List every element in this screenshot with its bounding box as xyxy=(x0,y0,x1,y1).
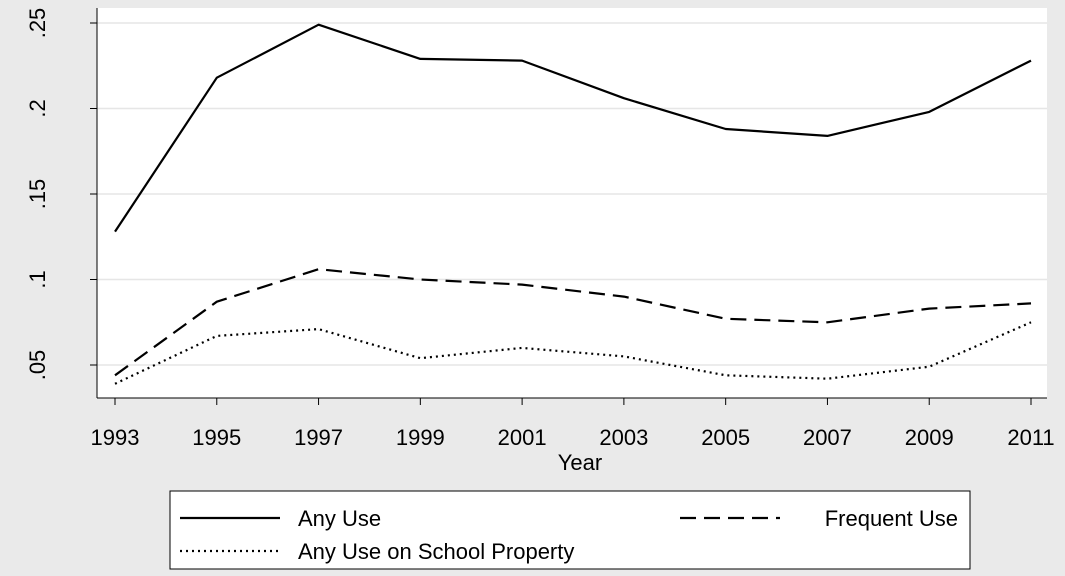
x-tick-label: 2007 xyxy=(803,425,852,450)
y-tick-label: .1 xyxy=(25,270,50,288)
x-tick-label: 1997 xyxy=(294,425,343,450)
x-axis-title: Year xyxy=(558,450,602,475)
x-tick-label: 1995 xyxy=(192,425,241,450)
x-tick-label: 2011 xyxy=(1007,425,1054,450)
series-line-frequent-use xyxy=(114,268,1032,377)
x-tick-label: 2001 xyxy=(498,425,547,450)
tick-labels: .05 .1 .15 .2 .25 1993 1995 1997 1999 2001 2003 200… xyxy=(25,8,1055,450)
legend-label-any-use: Any Use xyxy=(298,506,381,531)
series-lines xyxy=(114,23,1032,385)
legend-label-any-use-on-school-property: Any Use on School Property xyxy=(298,539,574,564)
y-tick-label: .15 xyxy=(25,179,50,210)
y-tick-label: .2 xyxy=(25,99,50,117)
x-tick-label: 1999 xyxy=(396,425,445,450)
grid-lines xyxy=(97,22,1047,366)
series-line-any-use xyxy=(114,23,1032,233)
x-tick-label: 2005 xyxy=(701,425,750,450)
y-tick-label: .05 xyxy=(25,350,50,381)
x-tick-label: 2009 xyxy=(905,425,954,450)
legend: Any Use Frequent Use Any Use on School Pro… xyxy=(169,490,971,570)
axes xyxy=(90,8,1047,405)
legend-box xyxy=(169,490,971,570)
x-tick-label: 1993 xyxy=(91,425,140,450)
y-tick-label: .25 xyxy=(25,8,50,39)
series-line-any-use-on-school-property xyxy=(114,321,1032,385)
legend-label-frequent-use: Frequent Use xyxy=(825,506,958,531)
x-tick-label: 2003 xyxy=(599,425,648,450)
